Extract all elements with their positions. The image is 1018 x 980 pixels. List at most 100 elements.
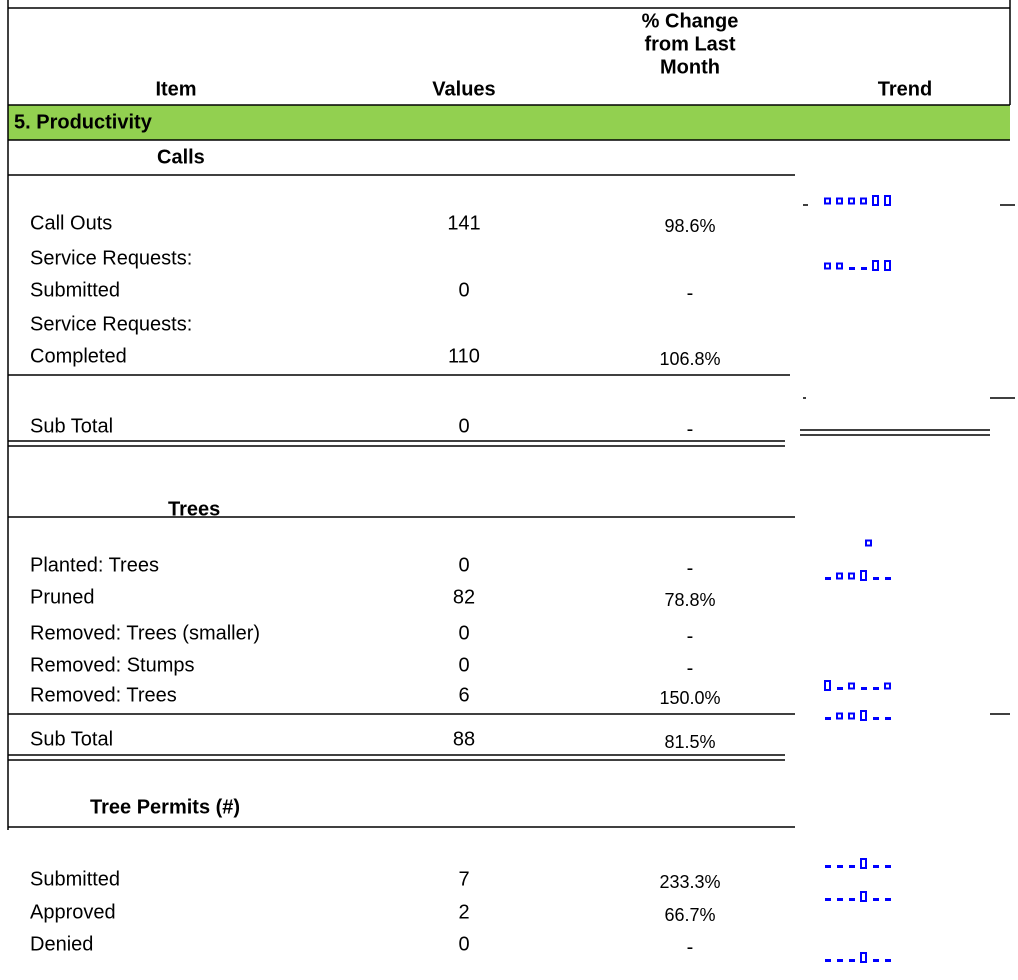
section-title: 5. Productivity xyxy=(14,111,153,133)
sparkline-mark xyxy=(849,267,855,270)
sparkline-mark xyxy=(824,262,831,270)
value-cell: 0 xyxy=(458,279,469,301)
item-label: Submitted xyxy=(30,868,120,890)
sparkline-mark xyxy=(860,197,867,205)
sparkline-mark xyxy=(873,717,879,720)
value-cell: 6 xyxy=(458,684,469,706)
group-title: Tree Permits (#) xyxy=(90,796,240,818)
sparkline-mark xyxy=(848,197,855,205)
item-label: Pruned xyxy=(30,586,95,608)
change-cell: - xyxy=(687,418,694,440)
sparkline-mark xyxy=(884,195,891,206)
sparkline-mark xyxy=(825,898,831,901)
sparkline-mark xyxy=(885,717,891,720)
item-label: Call Outs xyxy=(30,212,112,234)
item-label: Approved xyxy=(30,901,116,923)
change-cell: - xyxy=(687,557,694,579)
sparkline-mark xyxy=(837,959,843,962)
change-cell: 66.7% xyxy=(664,905,715,925)
sparkline-mark xyxy=(825,959,831,962)
sparkline-mark xyxy=(873,687,879,690)
sparkline-mark xyxy=(873,959,879,962)
item-label: Removed: Stumps xyxy=(30,654,195,676)
sparkline-mark xyxy=(860,710,867,721)
change-cell: - xyxy=(687,657,694,679)
sparkline-mark xyxy=(861,267,867,270)
section-band xyxy=(8,105,1010,140)
value-cell: 0 xyxy=(458,654,469,676)
change-cell: - xyxy=(687,936,694,958)
sparkline-mark xyxy=(884,682,891,690)
sparkline-mark xyxy=(848,572,855,580)
sparkline-mark xyxy=(837,687,843,690)
item-label: Removed: Trees xyxy=(30,684,177,706)
value-cell: 141 xyxy=(447,212,480,234)
sparkline-mark xyxy=(825,865,831,868)
value-cell: 110 xyxy=(448,345,480,367)
sparkline-mark xyxy=(885,865,891,868)
sparkline-mark xyxy=(824,197,831,205)
value-cell: 7 xyxy=(458,868,469,890)
value-cell: 0 xyxy=(458,415,469,437)
sparkline-mark xyxy=(836,572,843,580)
column-header: Month xyxy=(660,56,720,78)
group-title: Trees xyxy=(168,498,220,520)
sparkline-mark xyxy=(849,865,855,868)
change-cell: 98.6% xyxy=(664,216,715,236)
sparkline-mark xyxy=(860,952,867,963)
sparkline-mark xyxy=(848,712,855,720)
sparkline-mark xyxy=(872,195,879,206)
sparkline-mark xyxy=(836,197,843,205)
item-label: Service Requests: xyxy=(30,247,192,269)
sparkline-mark xyxy=(885,577,891,580)
group-title: Calls xyxy=(157,146,205,168)
item-label: Sub Total xyxy=(30,415,113,437)
change-cell: 106.8% xyxy=(659,349,720,369)
sparkline-mark xyxy=(849,898,855,901)
column-header: % Change xyxy=(642,10,739,32)
item-label: Completed xyxy=(30,345,127,367)
sparkline-mark xyxy=(849,959,855,962)
sparkline-mark xyxy=(861,687,867,690)
change-cell: 78.8% xyxy=(664,590,715,610)
item-label: Planted: Trees xyxy=(30,554,159,576)
value-cell: 0 xyxy=(458,622,469,644)
value-cell: 0 xyxy=(458,554,469,576)
sparkline-mark xyxy=(848,682,855,690)
value-cell: 88 xyxy=(453,728,475,750)
item-label: Denied xyxy=(30,933,93,955)
sparkline-mark xyxy=(873,898,879,901)
sparkline-mark xyxy=(860,570,867,581)
change-cell: 233.3% xyxy=(659,872,720,892)
sparkline-mark xyxy=(884,260,891,271)
sparkline-mark xyxy=(885,898,891,901)
item-label: Sub Total xyxy=(30,728,113,750)
sparkline-mark xyxy=(860,891,867,902)
item-label: Submitted xyxy=(30,279,120,301)
sparkline-mark xyxy=(836,712,843,720)
sparkline-mark xyxy=(873,577,879,580)
column-header: from Last xyxy=(644,33,735,55)
sparkline-mark xyxy=(825,577,831,580)
item-label: Service Requests: xyxy=(30,313,192,335)
change-cell: 150.0% xyxy=(659,688,720,708)
value-cell: 2 xyxy=(458,901,469,923)
change-cell: - xyxy=(687,625,694,647)
sparkline-mark xyxy=(865,539,872,547)
sparkline-mark xyxy=(860,858,867,869)
column-header: Item xyxy=(155,78,196,100)
sparkline-mark xyxy=(872,260,879,271)
sparkline-mark xyxy=(873,865,879,868)
column-header: Trend xyxy=(878,78,932,100)
value-cell: 0 xyxy=(458,933,469,955)
sparkline-mark xyxy=(837,898,843,901)
sparkline-mark xyxy=(824,680,831,691)
item-label: Removed: Trees (smaller) xyxy=(30,622,260,644)
value-cell: 82 xyxy=(453,586,475,608)
change-cell: - xyxy=(687,282,694,304)
sparkline-mark xyxy=(836,262,843,270)
sparkline-mark xyxy=(885,959,891,962)
sparkline-mark xyxy=(837,865,843,868)
